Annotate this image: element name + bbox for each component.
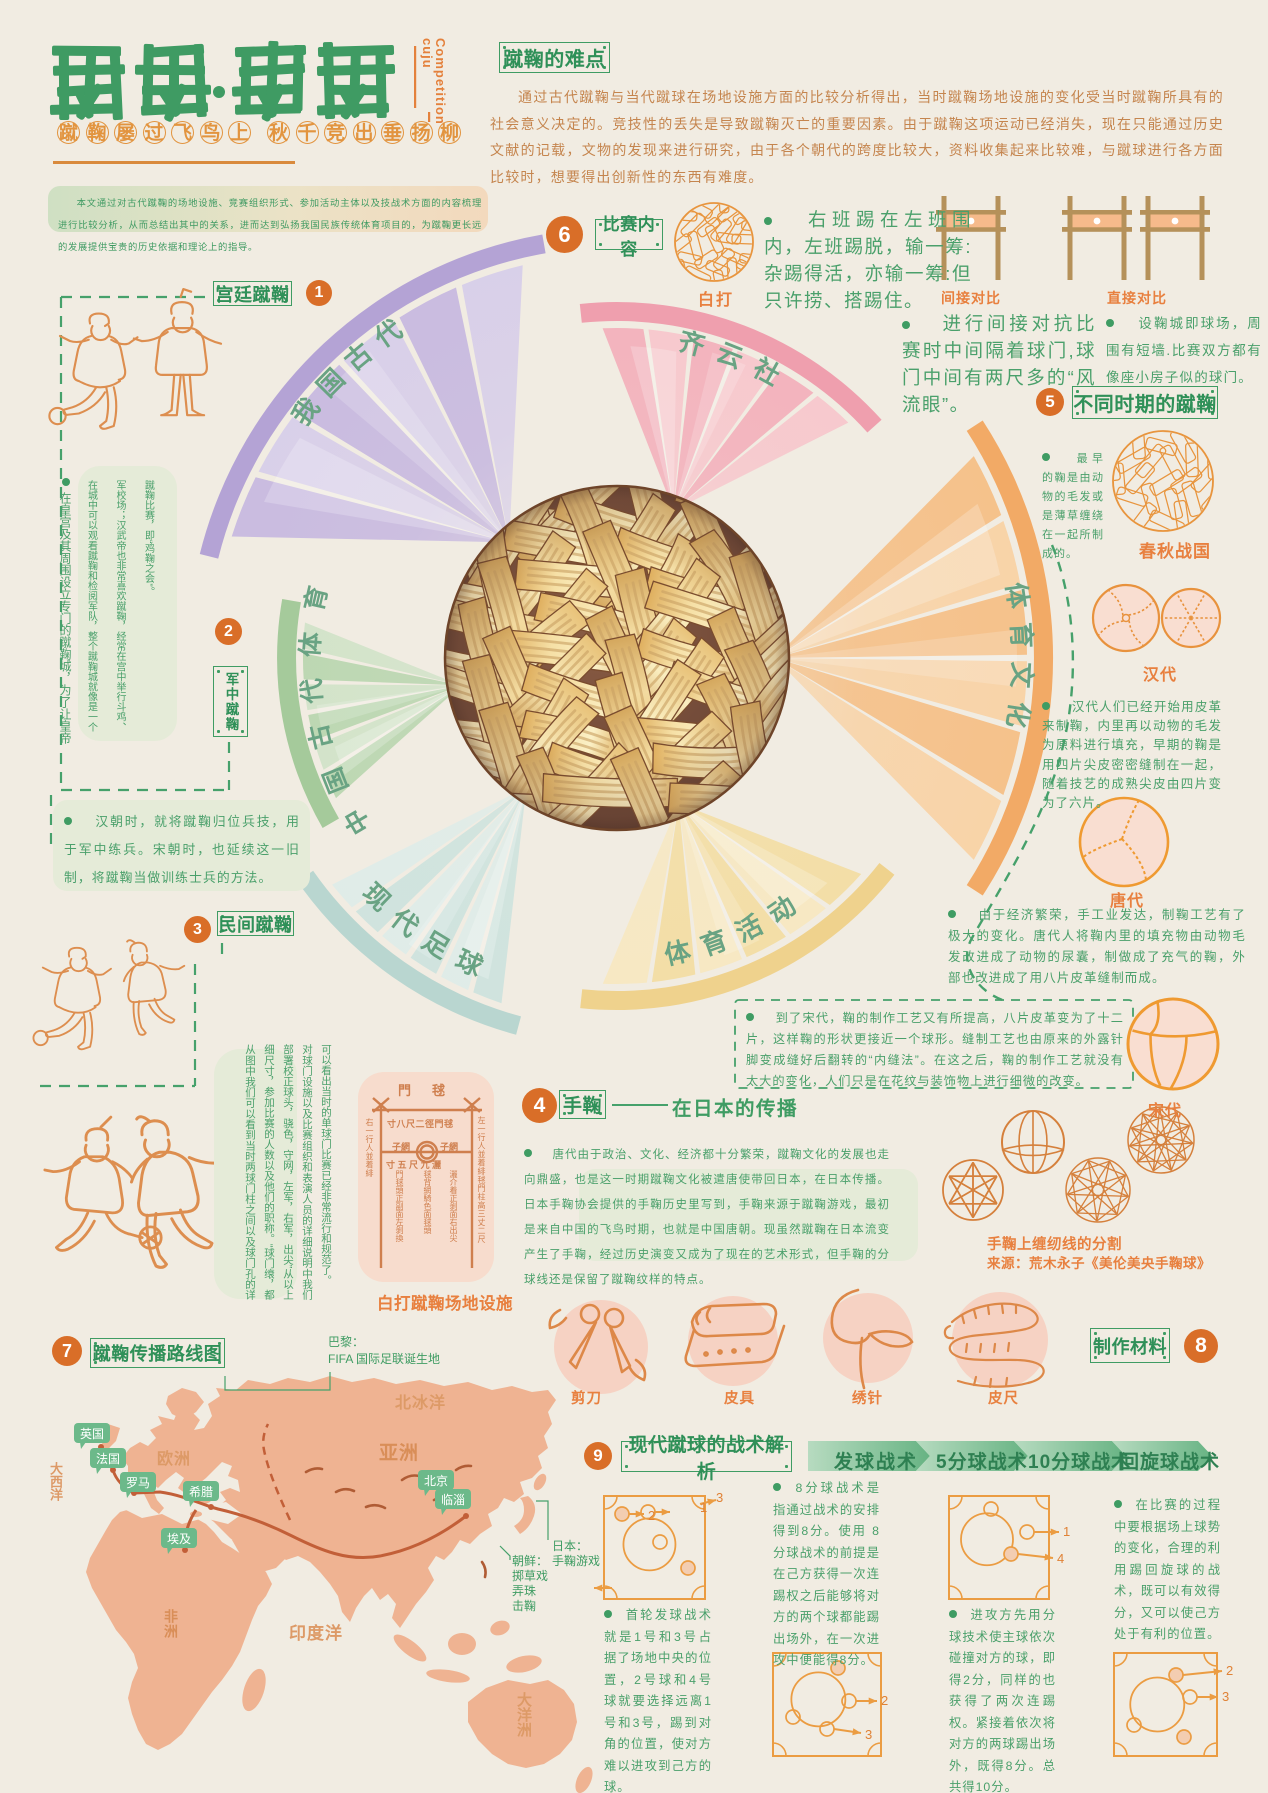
svg-text:埃及: 埃及 bbox=[167, 1532, 191, 1546]
svg-text:4: 4 bbox=[1057, 1551, 1064, 1566]
svg-text:3: 3 bbox=[716, 1490, 723, 1505]
svg-text:2: 2 bbox=[881, 1693, 888, 1708]
svg-text:临淄: 临淄 bbox=[441, 1493, 465, 1507]
svg-text:罗马: 罗马 bbox=[126, 1476, 150, 1490]
svg-text:法国: 法国 bbox=[96, 1452, 120, 1466]
svg-text:1: 1 bbox=[700, 1500, 707, 1515]
svg-text:1: 1 bbox=[1063, 1524, 1070, 1539]
svg-text:英国: 英国 bbox=[80, 1427, 104, 1441]
svg-text:希腊: 希腊 bbox=[189, 1484, 213, 1499]
svg-text:北京: 北京 bbox=[424, 1474, 448, 1488]
svg-text:2: 2 bbox=[648, 1508, 655, 1523]
svg-text:3: 3 bbox=[865, 1727, 872, 1742]
svg-text:3: 3 bbox=[1222, 1689, 1229, 1704]
svg-text:2: 2 bbox=[1226, 1663, 1233, 1678]
